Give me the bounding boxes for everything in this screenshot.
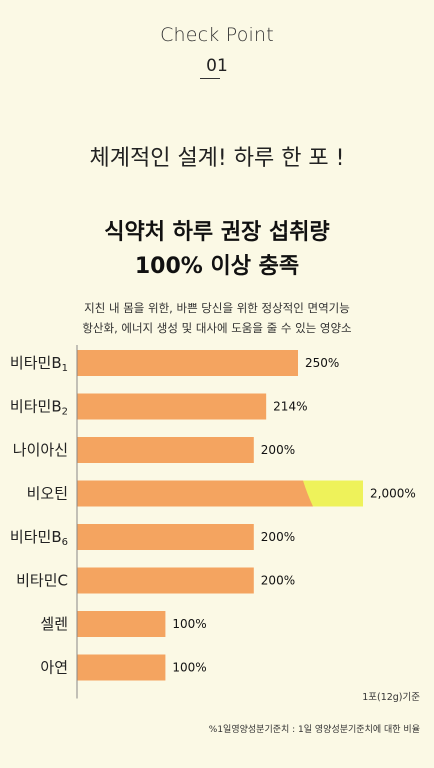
- category-label: 셀렌: [40, 615, 68, 633]
- value-label: 200%: [261, 530, 295, 544]
- serving-note: 1포(12g)기준: [362, 692, 420, 703]
- description-line-1: 지친 내 몸을 위한, 바쁜 당신을 위한 정상적인 면역기능: [84, 301, 350, 315]
- headline-line-1: 식약처 하루 권장 섭취량: [104, 220, 330, 245]
- category-label: 아연: [40, 659, 68, 677]
- check-point-underline: [200, 78, 220, 79]
- bar: [77, 611, 166, 637]
- value-label: 2,000%: [370, 487, 416, 501]
- value-label: 100%: [172, 617, 206, 631]
- bar: [77, 654, 166, 681]
- category-label: 나이아신: [13, 441, 68, 459]
- value-label: 214%: [273, 400, 307, 414]
- value-label: 200%: [261, 443, 295, 457]
- headline-line-2: 100% 이상 충족: [134, 254, 300, 279]
- value-label: 100%: [172, 661, 206, 675]
- bar: [77, 524, 254, 550]
- footnote: %1일영양성분기준치 : 1일 영양성분기준치에 대한 비율: [208, 725, 420, 735]
- bar: [77, 393, 267, 420]
- category-label: 비타민B2: [10, 398, 68, 418]
- category-label: 비타민B1: [10, 354, 68, 374]
- tagline: 체계적인 설계! 하루 한 포 !: [89, 146, 345, 171]
- bar: [77, 567, 254, 594]
- category-label: 비타민C: [16, 572, 68, 590]
- check-point-number: 01: [206, 56, 228, 76]
- value-label: 250%: [305, 356, 339, 370]
- bar-overflow-highlight: [303, 480, 363, 507]
- bar: [77, 350, 298, 376]
- category-label: 비오틴: [27, 485, 68, 503]
- value-label: 200%: [261, 574, 295, 588]
- check-point-label: Check Point: [160, 24, 274, 46]
- category-label: 비타민B6: [10, 528, 68, 548]
- description-line-2: 항산화, 에너지 생성 및 대사에 도움을 줄 수 있는 영양소: [82, 321, 352, 335]
- bar: [77, 437, 254, 463]
